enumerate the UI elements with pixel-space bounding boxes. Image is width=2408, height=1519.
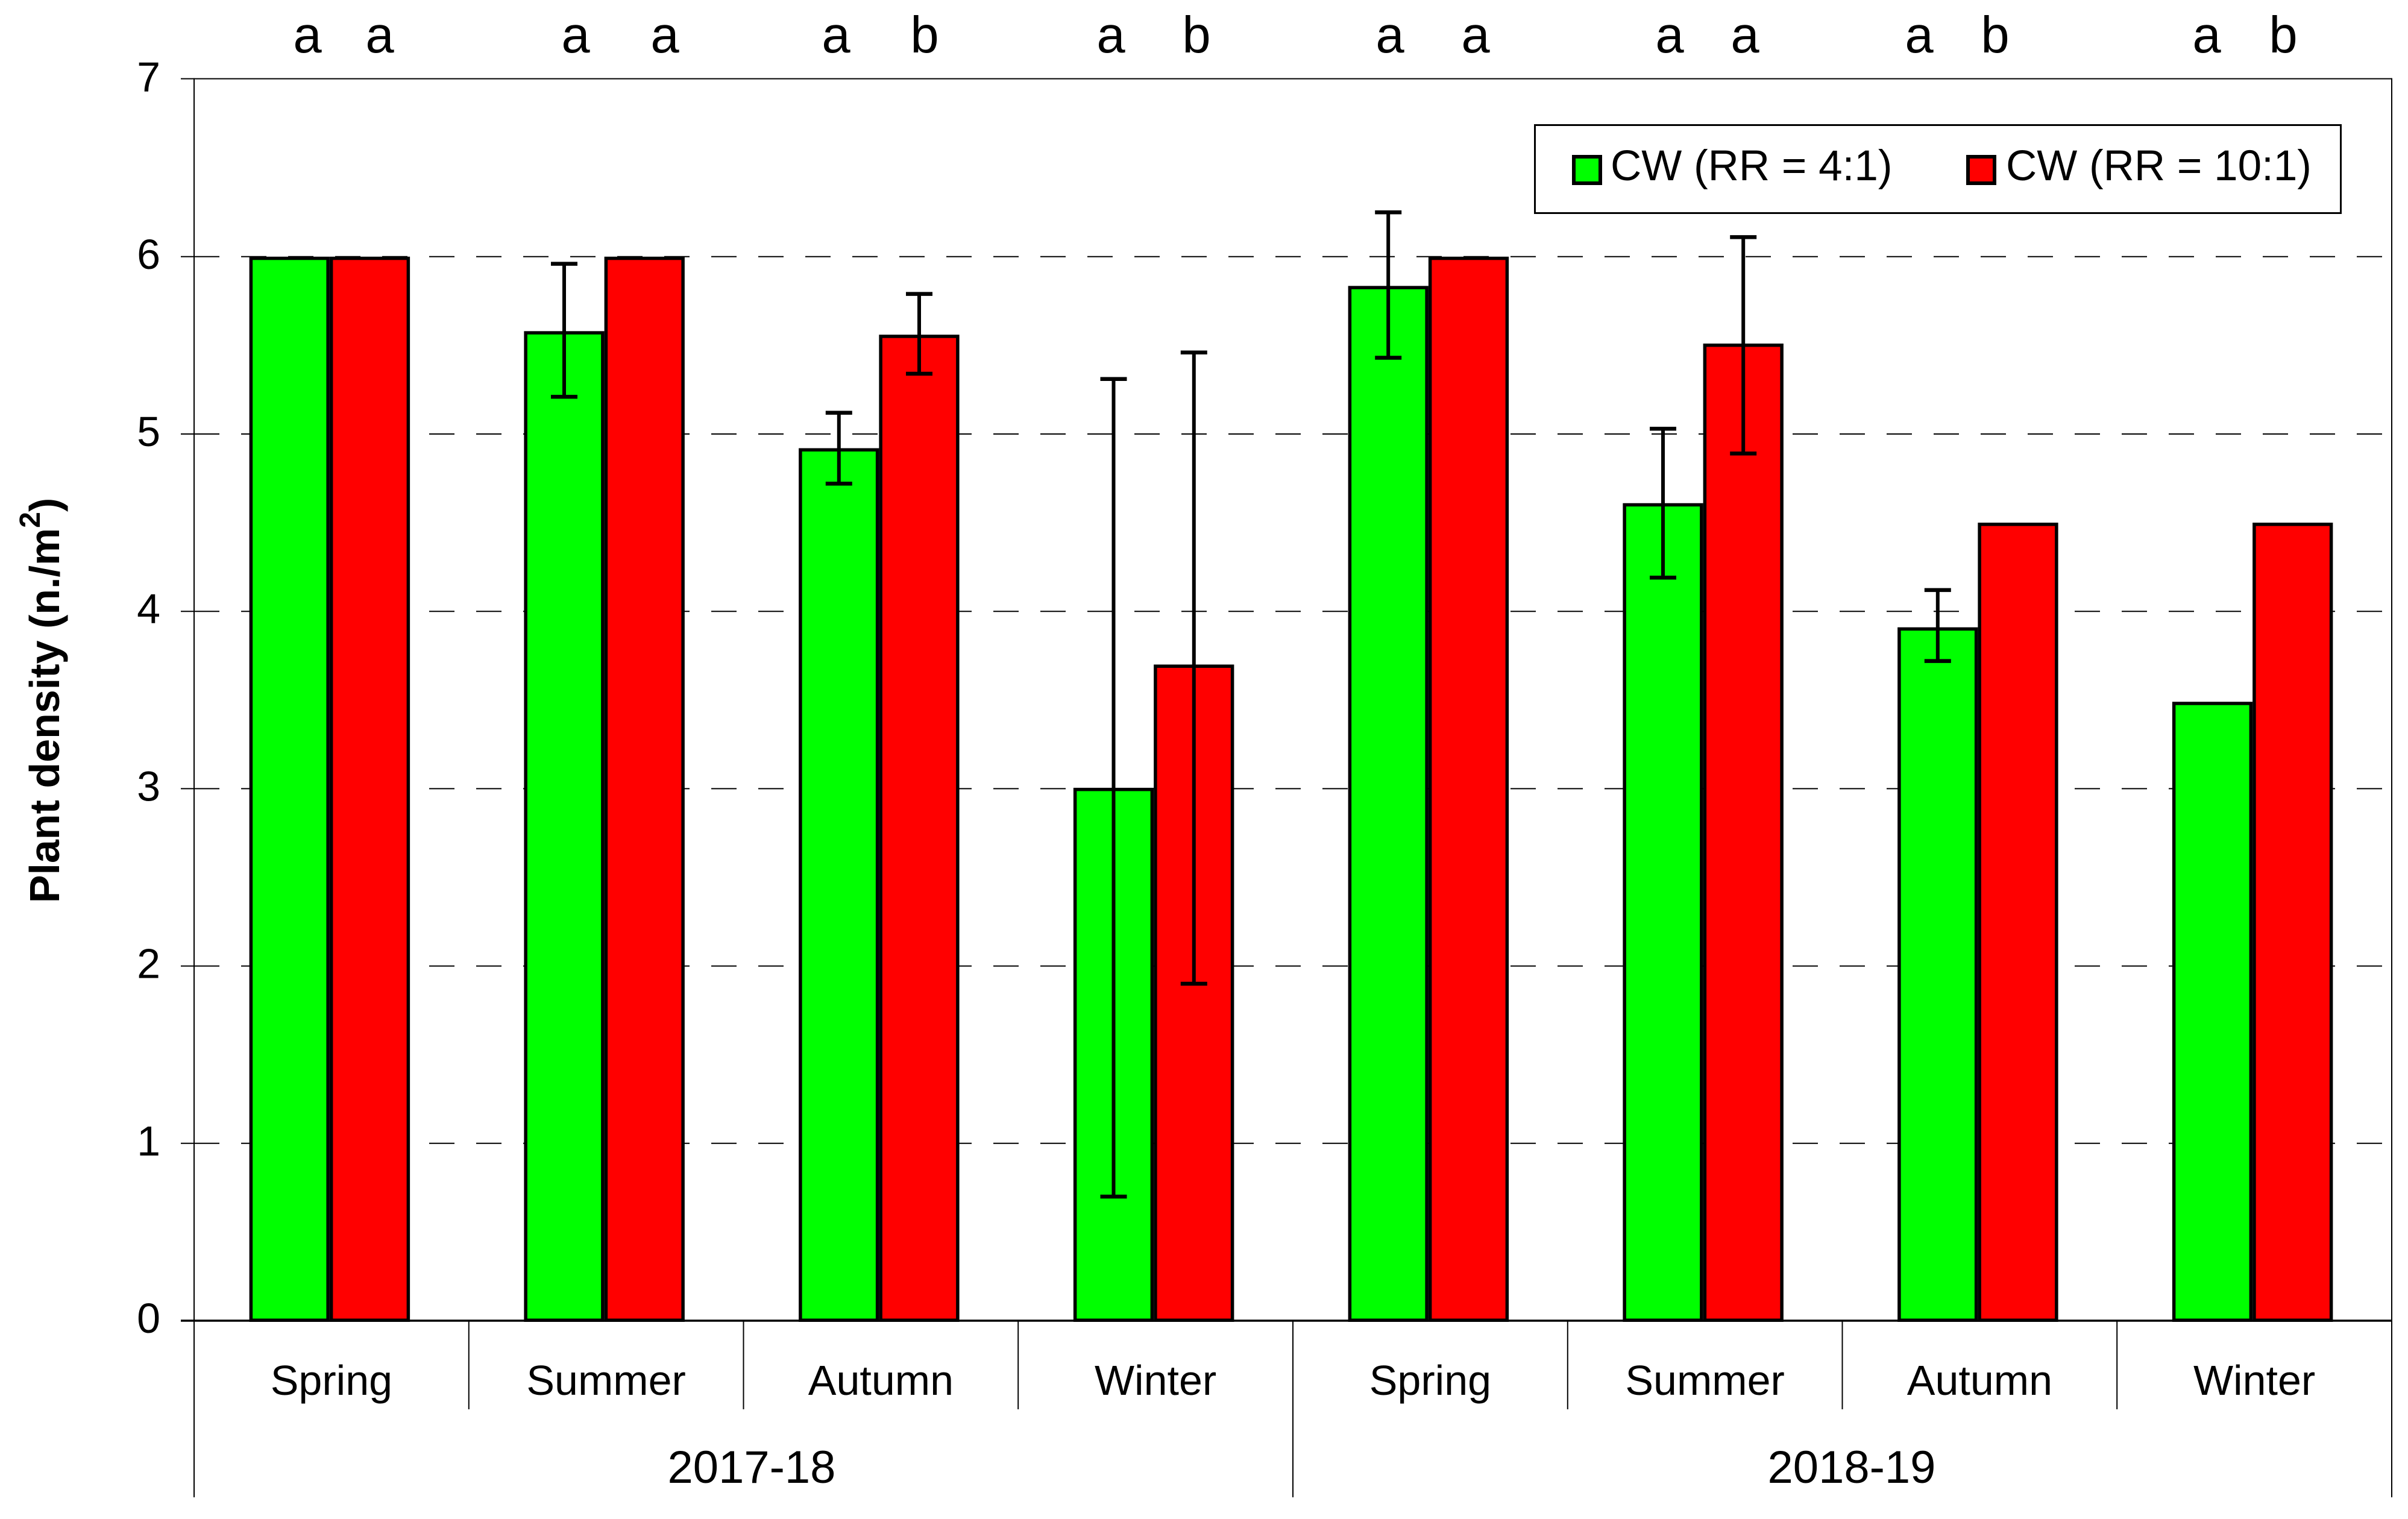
svg-text:2017-18: 2017-18 <box>668 1442 836 1493</box>
svg-text:Spring: Spring <box>271 1357 392 1404</box>
svg-text:Plant density (n./m2): Plant density (n./m2) <box>14 498 68 903</box>
svg-text:a: a <box>822 7 850 64</box>
svg-text:Summer: Summer <box>526 1357 685 1404</box>
svg-text:CW (RR = 4:1): CW (RR = 4:1) <box>1611 142 1892 190</box>
svg-text:a: a <box>1375 7 1404 64</box>
svg-text:b: b <box>1981 7 2009 64</box>
svg-text:4: 4 <box>137 585 160 632</box>
svg-text:2: 2 <box>137 940 160 987</box>
svg-text:Autumn: Autumn <box>1907 1357 2052 1404</box>
svg-text:b: b <box>1182 7 1210 64</box>
svg-text:1: 1 <box>137 1118 160 1165</box>
svg-text:Summer: Summer <box>1625 1357 1784 1404</box>
svg-text:a: a <box>650 7 679 64</box>
svg-text:b: b <box>910 7 938 64</box>
svg-text:a: a <box>1096 7 1125 64</box>
svg-text:3: 3 <box>137 763 160 810</box>
svg-text:a: a <box>1731 7 1759 64</box>
svg-text:a: a <box>561 7 590 64</box>
svg-text:a: a <box>1655 7 1684 64</box>
svg-text:Spring: Spring <box>1369 1357 1491 1404</box>
svg-text:a: a <box>365 7 394 64</box>
svg-text:Autumn: Autumn <box>808 1357 954 1404</box>
svg-text:b: b <box>2269 7 2297 64</box>
svg-text:0: 0 <box>137 1295 160 1342</box>
svg-text:7: 7 <box>137 54 160 101</box>
svg-text:a: a <box>1461 7 1490 64</box>
svg-text:Winter: Winter <box>1095 1357 1216 1404</box>
svg-text:a: a <box>293 7 322 64</box>
svg-text:a: a <box>2192 7 2221 64</box>
svg-text:2018-19: 2018-19 <box>1768 1442 1936 1493</box>
svg-text:5: 5 <box>137 408 160 455</box>
svg-text:Winter: Winter <box>2193 1357 2315 1404</box>
svg-text:a: a <box>1905 7 1934 64</box>
svg-text:CW (RR = 10:1): CW (RR = 10:1) <box>2006 142 2312 190</box>
svg-text:6: 6 <box>137 231 160 278</box>
